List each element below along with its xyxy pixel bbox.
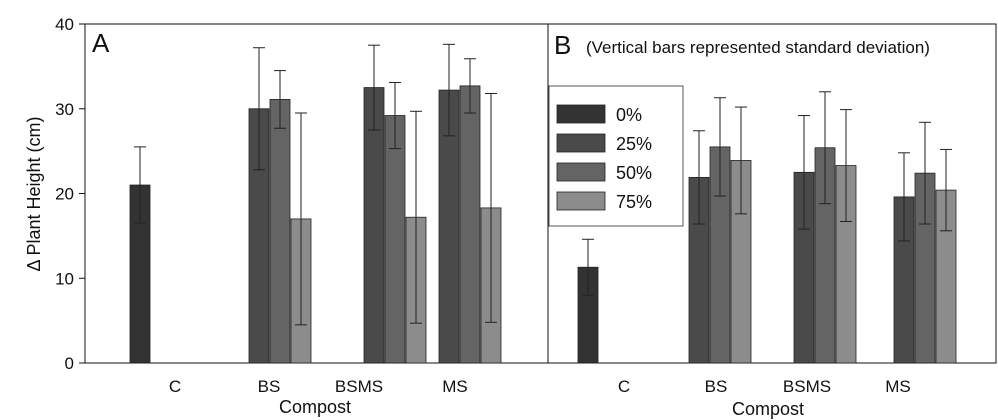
x-tick-label-bs: BS — [258, 377, 281, 396]
x-tick-label-bsms: BSMS — [335, 377, 383, 396]
y-tick-label: 20 — [55, 185, 74, 204]
legend-swatch — [556, 133, 606, 153]
y-tick-label: 0 — [65, 354, 74, 373]
bar-bsms-25pct — [384, 115, 406, 364]
x-axis-tick-labels: C BS BSMS MS C BS BSMS MS — [169, 377, 911, 396]
y-axis-ticks: 0 10 20 30 40 — [55, 15, 85, 373]
panel-a-x-axis-title: Compost — [279, 397, 351, 417]
x-tick-label-c: C — [169, 377, 181, 396]
y-tick-label: 40 — [55, 15, 74, 34]
x-tick-label-bs: BS — [705, 377, 728, 396]
panel-b-frame — [547, 23, 997, 364]
legend-label: 50% — [616, 163, 652, 183]
panel-b-annotation: (Vertical bars represented standard devi… — [586, 38, 930, 57]
x-tick-label-bsms: BSMS — [783, 377, 831, 396]
y-axis-title: Δ Plant Height (cm) — [24, 116, 44, 271]
y-tick-label: 10 — [55, 269, 74, 288]
x-tick-label-ms: MS — [442, 377, 468, 396]
legend-label: 25% — [616, 134, 652, 154]
legend-swatch — [556, 162, 606, 182]
legend-swatch — [556, 104, 606, 124]
legend-label: 75% — [616, 192, 652, 212]
panel-a-label: A — [92, 28, 110, 58]
x-tick-label-c: C — [618, 377, 630, 396]
legend: 0% 25% 50% 75% — [548, 85, 684, 227]
panel-b-label: B — [554, 30, 571, 60]
y-tick-label: 30 — [55, 100, 74, 119]
bar-bs-25pct — [269, 99, 291, 364]
bar-ms-25pct — [459, 85, 481, 364]
panel-b-x-axis-title: Compost — [732, 399, 804, 419]
panel-b-bars — [577, 91, 957, 364]
legend-swatch — [556, 191, 606, 211]
x-tick-label-ms: MS — [885, 377, 911, 396]
legend-label: 0% — [616, 105, 642, 125]
panel-a-bars — [129, 43, 502, 364]
